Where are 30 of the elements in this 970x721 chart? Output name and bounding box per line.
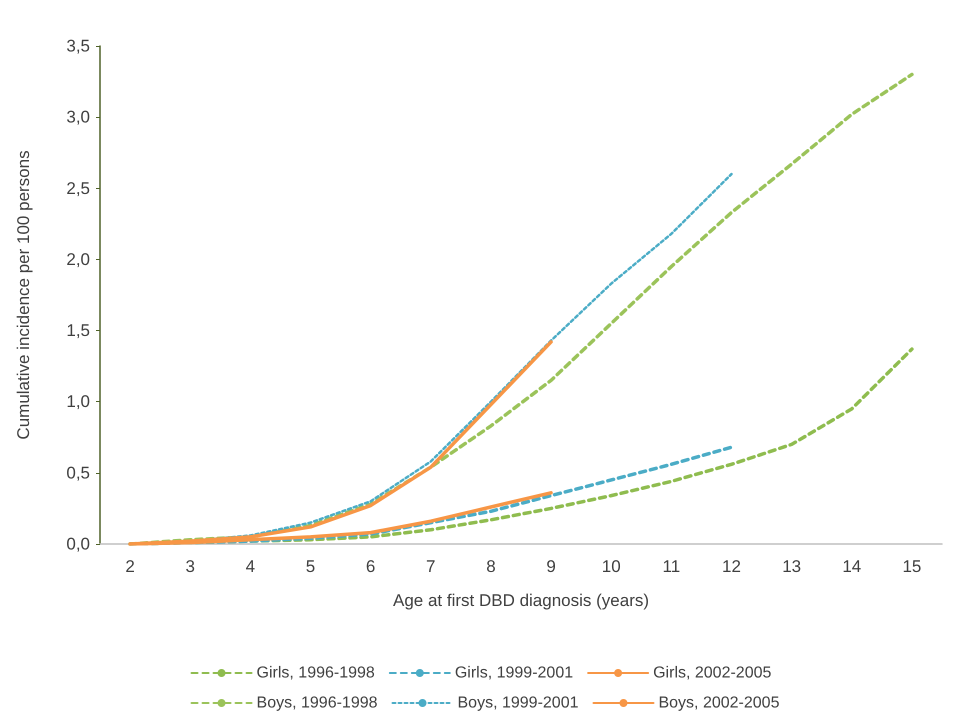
legend-label: Girls, 2002-2005 [653, 664, 772, 682]
legend-label: Boys, 1999-2001 [458, 694, 579, 712]
y-tick-label: 1,5 [66, 321, 90, 340]
x-tick-label: 10 [602, 557, 621, 576]
legend-label: Girls, 1999-2001 [454, 664, 574, 682]
y-tick-label: 3,5 [66, 36, 90, 56]
x-tick-label: 4 [246, 557, 256, 576]
y-tick-label: 0,5 [66, 463, 90, 482]
x-tick-label: 8 [486, 557, 496, 576]
x-tick-label: 12 [722, 557, 741, 576]
y-axis-title: Cumulative incidence per 100 persons [14, 150, 33, 440]
y-tick-label: 2,5 [66, 178, 90, 198]
x-tick-label: 11 [662, 557, 680, 576]
x-tick-label: 9 [546, 557, 556, 576]
y-tick-label: 0,0 [66, 534, 90, 554]
x-axis-title: Age at first DBD diagnosis (years) [392, 591, 650, 610]
y-tick-label: 1,0 [66, 392, 90, 412]
x-tick-label: 3 [185, 557, 195, 576]
y-tick-label: 3,0 [66, 108, 90, 127]
legend-label: Boys, 2002-2005 [658, 694, 780, 712]
y-tick-label: 2,0 [66, 250, 90, 269]
legend-label: Boys, 1996-1998 [256, 694, 378, 712]
x-tick-label: 7 [426, 557, 436, 576]
x-tick-label: 14 [842, 557, 862, 576]
x-tick-label: 2 [125, 557, 135, 576]
x-tick-label: 5 [306, 557, 316, 576]
legend-label: Girls, 1996-1998 [256, 664, 375, 682]
x-tick-label: 13 [782, 557, 802, 576]
x-tick-label: 15 [902, 557, 922, 576]
x-tick-label: 6 [366, 557, 376, 576]
